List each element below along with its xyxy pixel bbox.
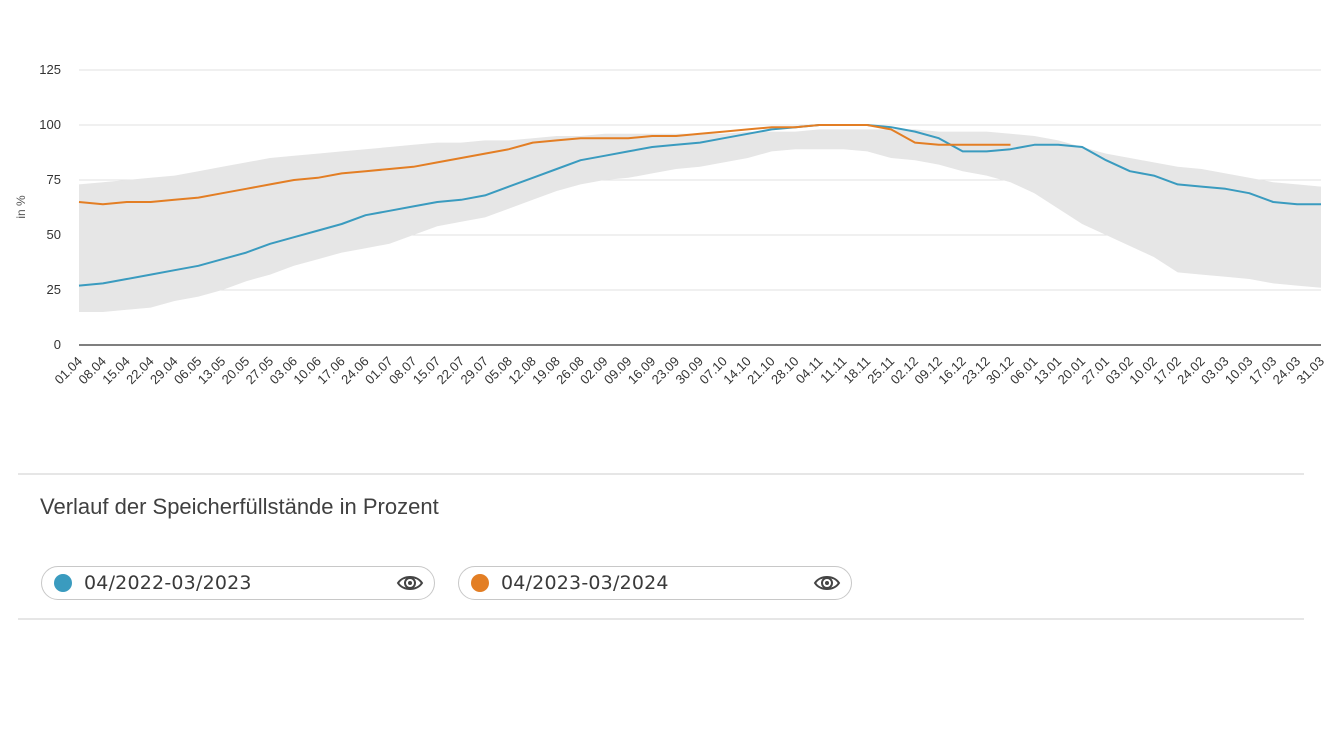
chart: 0 25 50 75 100 125 01.0408.0415.0422.0429.040… bbox=[14, 62, 1328, 388]
legend-label: 04/2023-03/2024 bbox=[501, 572, 669, 594]
y-axis: 0 25 50 75 100 125 bbox=[39, 62, 61, 352]
y-tick-label: 100 bbox=[39, 117, 61, 132]
legend-item-series-2[interactable]: 04/2023-03/2024 bbox=[458, 566, 852, 600]
y-tick-label: 125 bbox=[39, 62, 61, 77]
eye-icon[interactable] bbox=[813, 572, 841, 594]
range-band bbox=[79, 129, 1321, 312]
x-tick-label: 18.11 bbox=[840, 354, 873, 387]
legend-dot bbox=[471, 574, 489, 592]
legend-item-series-1[interactable]: 04/2022-03/2023 bbox=[41, 566, 435, 600]
eye-icon[interactable] bbox=[396, 572, 424, 594]
x-tick-label: 28.10 bbox=[768, 354, 802, 388]
x-tick-label: 31.03 bbox=[1294, 354, 1328, 388]
y-tick-label: 50 bbox=[47, 227, 61, 242]
series-lines bbox=[78, 124, 1321, 287]
min-max-band bbox=[79, 129, 1321, 312]
series-line-1 bbox=[78, 124, 1321, 287]
legend-dot bbox=[54, 574, 72, 592]
y-tick-label: 25 bbox=[47, 282, 61, 297]
series-line-2 bbox=[78, 124, 1011, 206]
y-tick-label: 0 bbox=[54, 337, 61, 352]
divider-bottom bbox=[18, 618, 1304, 620]
x-tick-label: 04.11 bbox=[793, 354, 826, 387]
chart-caption: Verlauf der Speicherfüllstände in Prozen… bbox=[40, 494, 439, 519]
legend-label: 04/2022-03/2023 bbox=[84, 572, 252, 594]
divider-top bbox=[18, 473, 1304, 475]
y-tick-label: 75 bbox=[47, 172, 61, 187]
y-axis-label: in % bbox=[14, 195, 28, 219]
x-axis: 01.0408.0415.0422.0429.0406.0513.0520.05… bbox=[52, 354, 1328, 388]
